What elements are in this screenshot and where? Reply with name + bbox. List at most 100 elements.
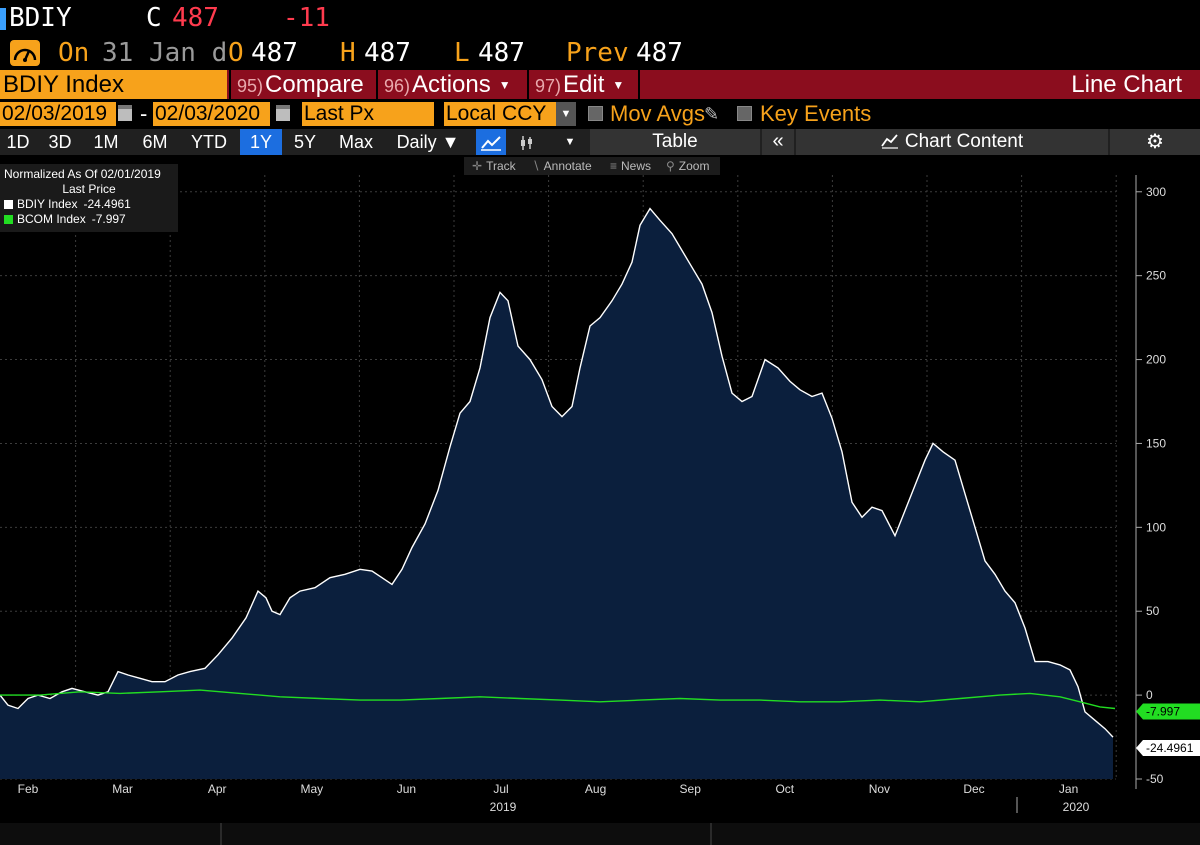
period-button-6m[interactable]: 6M bbox=[142, 132, 168, 152]
legend-title: Normalized As Of 02/01/2019 bbox=[4, 167, 161, 181]
open-label: O bbox=[228, 38, 244, 68]
chevron-down-icon[interactable]: ▼ bbox=[556, 102, 576, 126]
y-tick-label: 250 bbox=[1146, 269, 1166, 283]
period-button-5y[interactable]: 5Y bbox=[293, 132, 317, 152]
axis-layer: 300 250 200 150 100 50 0 -50 Feb Mar Apr May Jun Jul A… bbox=[18, 175, 1200, 814]
last-value-tag-bg bbox=[1136, 740, 1200, 757]
toolbar-divider bbox=[638, 70, 640, 99]
candlestick-icon[interactable] bbox=[512, 129, 542, 155]
calendar-icon[interactable] bbox=[118, 105, 132, 121]
status-divider bbox=[710, 823, 712, 845]
y-tick-label: -50 bbox=[1146, 772, 1164, 786]
chart-style-dropdown-icon[interactable]: ▼ bbox=[564, 136, 576, 148]
key-events-label[interactable]: Key Events bbox=[760, 101, 872, 126]
edit-button[interactable]: 97)Edit ▼ bbox=[527, 70, 638, 99]
chart-legend[interactable]: Normalized As Of 02/01/2019 Last Price B… bbox=[0, 164, 178, 232]
x-tick-label: Oct bbox=[775, 782, 794, 796]
period-button-1d[interactable]: 1D bbox=[6, 132, 30, 152]
compare-number: 95) bbox=[237, 76, 264, 96]
series-line-0[interactable] bbox=[0, 207, 1114, 738]
y-tick-label: 300 bbox=[1146, 185, 1166, 199]
y-tick-label: 100 bbox=[1146, 520, 1166, 534]
y-tick-label: 0 bbox=[1146, 688, 1153, 702]
zoom-tool[interactable]: ⚲ Zoom bbox=[666, 157, 709, 175]
index-field[interactable]: BDIY Index bbox=[0, 70, 227, 99]
last-value-tag-text: -7.997 bbox=[1146, 705, 1180, 719]
x-tick-label: Jul bbox=[493, 782, 508, 796]
calendar-icon[interactable] bbox=[276, 105, 290, 121]
news-tool[interactable]: ≡ News bbox=[610, 157, 651, 175]
legend-item: BCOM Index -7.997 bbox=[4, 212, 174, 227]
actions-button[interactable]: 96)Actions ▼ bbox=[376, 70, 526, 99]
pencil-icon[interactable]: ✎ bbox=[704, 104, 720, 124]
year-label: 2020 bbox=[1063, 800, 1090, 814]
chart-type-title: Line Chart bbox=[1071, 71, 1182, 98]
series-layer bbox=[0, 207, 1116, 780]
x-tick-label: Apr bbox=[208, 782, 227, 796]
chevron-down-icon: ▼ bbox=[612, 78, 625, 93]
last-value-tag: -24.4961 bbox=[1136, 740, 1200, 757]
legend-item-name: BDIY Index bbox=[17, 197, 78, 211]
on-label: On bbox=[58, 38, 90, 68]
year-label: 2019 bbox=[490, 800, 517, 814]
mov-avgs-label[interactable]: Mov Avgs bbox=[610, 101, 705, 126]
x-tick-label: Mar bbox=[112, 782, 133, 796]
currency-select[interactable]: Local CCY bbox=[444, 102, 556, 126]
edit-number: 97) bbox=[535, 76, 562, 96]
period-button-max[interactable]: Max bbox=[338, 132, 373, 152]
ohlc-row: On 31 Jan d O 487 H 487 L 487 Prev 487 bbox=[0, 38, 1200, 70]
track-label: Track bbox=[486, 159, 516, 173]
ticker-row: BDIY C 487 -11 bbox=[0, 0, 1200, 38]
news-label: News bbox=[621, 159, 652, 173]
series-line-1[interactable] bbox=[0, 689, 1116, 710]
low-label: L bbox=[454, 38, 470, 68]
end-date-field[interactable]: 02/03/2020 bbox=[153, 102, 270, 126]
period-button-3d[interactable]: 3D bbox=[48, 132, 72, 152]
news-icon: ≡ bbox=[610, 159, 618, 173]
legend-item-value: -7.997 bbox=[91, 212, 126, 226]
caret-down-icon: ▼ bbox=[441, 132, 460, 152]
y-tick-label: 150 bbox=[1146, 436, 1166, 450]
chevron-down-icon: ▼ bbox=[498, 78, 511, 93]
chart-content-button[interactable]: Chart Content bbox=[796, 129, 1108, 155]
price-field[interactable]: Last Px bbox=[302, 102, 434, 126]
last-value-tag-text: -24.4961 bbox=[1146, 741, 1194, 755]
y-tick-label: 50 bbox=[1146, 604, 1160, 618]
period-button-1y[interactable]: 1Y bbox=[240, 129, 282, 155]
collapse-double-chevron-icon[interactable]: « bbox=[762, 129, 794, 155]
gear-icon[interactable]: ⚙ bbox=[1110, 129, 1200, 155]
table-button[interactable]: Table bbox=[590, 129, 760, 155]
change-value: -11 bbox=[283, 3, 330, 33]
key-events-checkbox[interactable] bbox=[737, 106, 752, 121]
close-value: 487 bbox=[172, 3, 219, 33]
edit-label: Edit bbox=[563, 71, 605, 98]
close-label: C bbox=[146, 3, 162, 33]
annotate-tool[interactable]: ∖ Annotate bbox=[532, 157, 592, 175]
legend-subtitle: Last Price bbox=[62, 182, 116, 196]
chart-content-label: Chart Content bbox=[904, 131, 1024, 152]
ticker-marker bbox=[0, 8, 6, 30]
legend-swatch bbox=[4, 200, 13, 209]
low-value: 487 bbox=[478, 38, 525, 68]
x-tick-label: Sep bbox=[680, 782, 702, 796]
track-tool[interactable]: ✛ Track bbox=[472, 157, 516, 175]
mov-avgs-checkbox[interactable] bbox=[588, 106, 603, 121]
date-separator: - bbox=[140, 101, 148, 126]
x-tick-label: Aug bbox=[585, 782, 606, 796]
speedometer-icon[interactable] bbox=[10, 40, 40, 66]
command-toolbar: BDIY Index 95)Compare 96)Actions ▼ 97)Edi… bbox=[0, 70, 1200, 99]
status-bar bbox=[0, 823, 1200, 845]
line-chart-icon[interactable] bbox=[476, 129, 506, 155]
y-tick-label: 200 bbox=[1146, 353, 1166, 367]
status-divider bbox=[220, 823, 222, 845]
period-button-ytd[interactable]: YTD bbox=[191, 132, 227, 152]
line-chart[interactable]: 300 250 200 150 100 50 0 -50 Feb Mar Apr May Jun Jul A… bbox=[0, 155, 1200, 823]
compare-button[interactable]: 95)Compare bbox=[229, 70, 375, 99]
start-date-field[interactable]: 02/03/2019 bbox=[0, 102, 116, 126]
ticker-symbol[interactable]: BDIY bbox=[9, 3, 72, 33]
frequency-select[interactable]: Daily ▼ bbox=[386, 129, 470, 155]
prev-label: Prev bbox=[566, 38, 629, 68]
legend-swatch bbox=[4, 215, 13, 224]
period-button-1m[interactable]: 1M bbox=[93, 132, 119, 152]
magnifier-icon: ⚲ bbox=[666, 159, 675, 173]
